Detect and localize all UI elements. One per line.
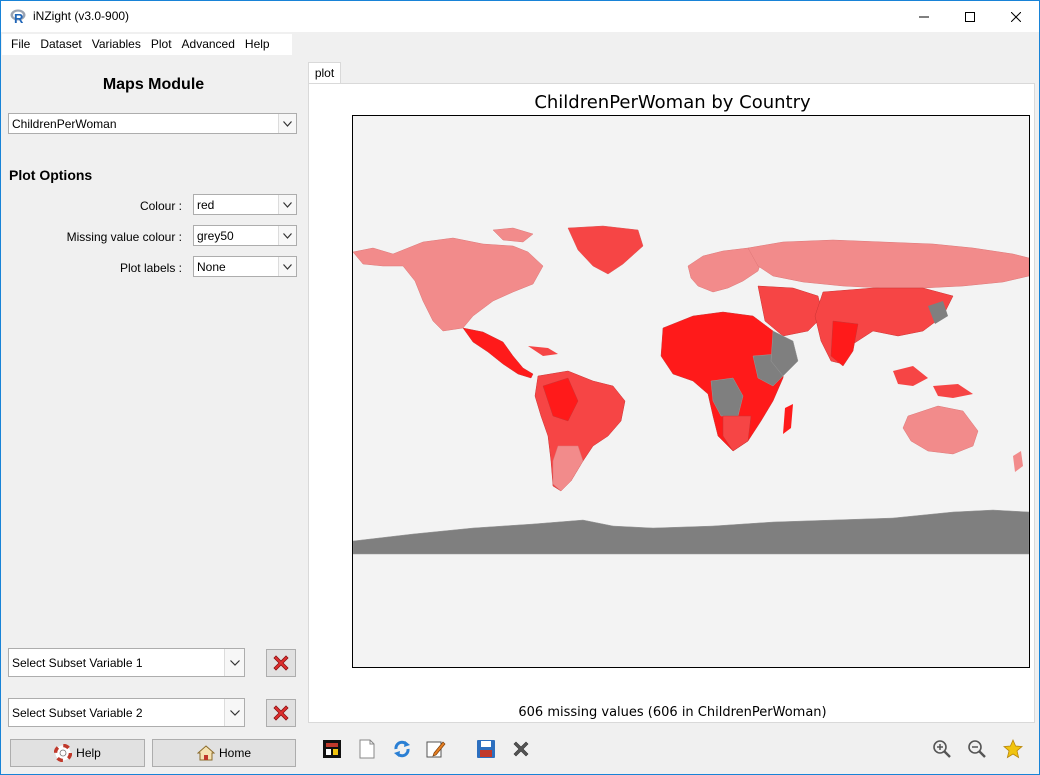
variable-select-value: ChildrenPerWoman xyxy=(12,117,117,131)
red-x-icon xyxy=(273,655,289,671)
plot-options-title: Plot Options xyxy=(9,167,93,183)
missing-colour-value: grey50 xyxy=(197,229,234,243)
region-arabia-missing xyxy=(770,330,799,377)
chevron-down-icon xyxy=(278,195,296,214)
region-korea-missing xyxy=(928,301,948,324)
menu-dataset[interactable]: Dataset xyxy=(40,37,82,51)
zoom-in-icon[interactable] xyxy=(931,738,953,760)
region-russia xyxy=(747,239,1029,289)
region-indonesia-east xyxy=(933,384,973,398)
plot-labels-label: Plot labels : xyxy=(119,261,182,275)
home-button[interactable]: Home xyxy=(152,739,296,767)
clear-subset-1-button[interactable] xyxy=(266,649,296,677)
region-greenland xyxy=(567,225,644,275)
map-plot-area xyxy=(352,115,1030,668)
region-caribbean xyxy=(528,346,558,356)
region-north-america xyxy=(353,237,544,332)
world-map xyxy=(353,225,1029,555)
edit-icon[interactable] xyxy=(425,738,447,760)
window-title: iNZight (v3.0-900) xyxy=(33,9,130,23)
title-bar: R iNZight (v3.0-900) xyxy=(1,1,1039,32)
chevron-down-icon xyxy=(278,257,296,276)
plot-pane: ChildrenPerWoman by Country xyxy=(308,83,1035,723)
region-new-zealand xyxy=(1013,451,1023,472)
clear-subset-2-button[interactable] xyxy=(266,699,296,727)
minimize-icon xyxy=(919,16,929,17)
plot-labels-value: None xyxy=(197,260,226,274)
plot-labels-select[interactable]: None xyxy=(193,256,297,277)
star-icon[interactable] xyxy=(1002,738,1024,760)
region-europe xyxy=(687,247,764,293)
region-antarctica-missing xyxy=(353,509,1029,555)
region-andes xyxy=(542,377,579,422)
r-logo-icon: R xyxy=(10,9,26,24)
help-button[interactable]: Help xyxy=(10,739,145,767)
region-indonesia-west xyxy=(893,366,928,386)
region-australia xyxy=(902,405,979,455)
subset-variable-1-select[interactable]: Select Subset Variable 1 xyxy=(8,648,245,677)
menu-variables[interactable]: Variables xyxy=(91,37,141,51)
menu-bar: File Dataset Variables Plot Advanced Hel… xyxy=(2,34,292,55)
close-window-icon xyxy=(1011,11,1021,22)
home-icon xyxy=(196,745,215,761)
chevron-down-icon xyxy=(278,114,296,133)
region-madagascar xyxy=(783,404,793,434)
minimize-button[interactable] xyxy=(901,1,947,32)
chevron-down-icon xyxy=(224,699,244,726)
subset-variable-2-select[interactable]: Select Subset Variable 2 xyxy=(8,698,245,727)
plot-title: ChildrenPerWoman by Country xyxy=(534,92,811,113)
region-middle-east xyxy=(757,285,824,337)
close-icon[interactable] xyxy=(510,738,532,760)
help-label: Help xyxy=(76,746,101,760)
chevron-down-icon xyxy=(278,226,296,245)
home-label: Home xyxy=(218,746,251,760)
region-argentina-chile xyxy=(552,445,584,492)
variable-select[interactable]: ChildrenPerWoman xyxy=(8,113,297,134)
menu-help[interactable]: Help xyxy=(244,37,270,51)
missing-values-note: 606 missing values (606 in ChildrenPerWo… xyxy=(518,705,827,720)
colour-select[interactable]: red xyxy=(193,194,297,215)
save-icon[interactable] xyxy=(475,738,497,760)
region-central-america xyxy=(462,327,534,379)
maximize-icon xyxy=(965,11,975,22)
lifebuoy-icon xyxy=(54,744,73,762)
subset-variable-2-value: Select Subset Variable 2 xyxy=(12,706,143,720)
svg-text:R: R xyxy=(14,11,24,24)
refresh-icon[interactable] xyxy=(391,738,413,760)
new-page-icon[interactable] xyxy=(356,738,378,760)
module-title: Maps Module xyxy=(102,76,205,93)
zoom-out-icon[interactable] xyxy=(966,738,988,760)
missing-colour-select[interactable]: grey50 xyxy=(193,225,297,246)
maximize-button[interactable] xyxy=(947,1,993,32)
close-button[interactable] xyxy=(993,1,1039,32)
region-india xyxy=(830,320,859,367)
subset-variable-1-value: Select Subset Variable 1 xyxy=(12,656,143,670)
tab-plot[interactable]: plot xyxy=(308,62,341,84)
colour-value: red xyxy=(197,198,215,212)
red-x-icon xyxy=(273,705,289,721)
export-icon[interactable] xyxy=(321,738,343,760)
colour-label: Colour : xyxy=(139,199,182,213)
region-arctic-islands xyxy=(492,227,534,243)
menu-advanced[interactable]: Advanced xyxy=(181,37,235,51)
region-southern-africa xyxy=(722,415,752,452)
chevron-down-icon xyxy=(224,649,244,676)
menu-plot[interactable]: Plot xyxy=(150,37,172,51)
missing-colour-label: Missing value colour : xyxy=(66,230,182,244)
menu-file[interactable]: File xyxy=(11,37,31,51)
